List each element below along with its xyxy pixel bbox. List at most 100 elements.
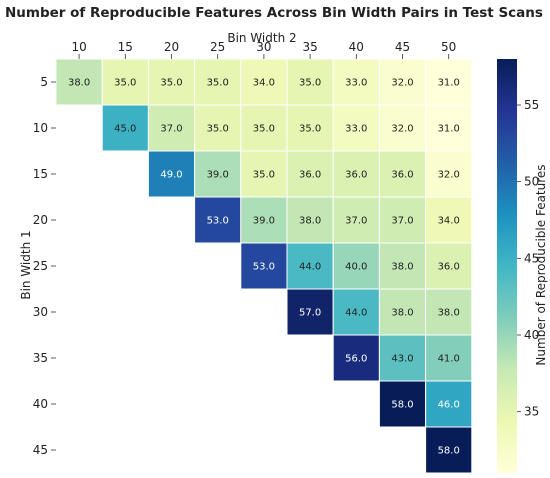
cell-value-label: 35.0: [160, 78, 182, 89]
cell-value-label: 38.0: [438, 308, 460, 319]
colorbar-tick-label: 35: [524, 405, 539, 419]
cell-value-label: 32.0: [438, 170, 460, 181]
x-tick-label: 35: [302, 40, 317, 54]
y-tick-label: 45: [33, 443, 48, 457]
cell-value-label: 36.0: [391, 170, 413, 181]
heatmap-cell: [147, 104, 196, 152]
y-tick-label: 5: [40, 75, 48, 89]
cell-value-label: 38.0: [299, 216, 321, 227]
heatmap-cell: [240, 242, 288, 290]
heatmap-cells: 38.0 35.0 35.0 35.0 34.0 35.0 33.0 32.0 31.0 45.0…: [55, 58, 473, 474]
heatmap-cell: [425, 380, 473, 428]
heatmap-cell: [55, 58, 103, 106]
heatmap-cell: [378, 380, 427, 428]
colorbar-tick-label: 45: [524, 251, 539, 265]
y-axis-label: Bin Width 1: [19, 230, 33, 299]
cell-value-label: 34.0: [438, 216, 460, 227]
heatmap-cell: [332, 196, 380, 244]
heatmap-cell: [378, 242, 427, 290]
cell-value-label: 32.0: [391, 78, 413, 89]
cell-value-label: 35.0: [207, 78, 229, 89]
cell-value-label: 40.0: [345, 262, 367, 273]
x-axis-label: Bin Width 2: [227, 31, 296, 45]
heatmap-cell: [425, 150, 473, 198]
heatmap-cell: [332, 150, 380, 198]
heatmap-cell: [425, 196, 473, 244]
x-tick-label: 45: [395, 40, 410, 54]
cell-value-label: 33.0: [345, 124, 367, 135]
y-tick-label: 35: [33, 351, 48, 365]
heatmap-cell: [194, 150, 242, 198]
heatmap-cell: [425, 426, 473, 474]
cell-value-label: 34.0: [253, 78, 275, 89]
x-tick-label: 20: [164, 40, 179, 54]
colorbar-tick-label: 55: [524, 98, 539, 112]
cell-value-label: 37.0: [160, 124, 182, 135]
colorbar-gradient: [497, 59, 517, 473]
cell-value-label: 53.0: [207, 216, 229, 227]
chart-title: Number of Reproducible Features Across B…: [5, 5, 543, 21]
heatmap-cell: [425, 334, 473, 382]
heatmap-cell: [147, 58, 196, 106]
cell-value-label: 44.0: [345, 308, 367, 319]
heatmap-cell: [147, 150, 196, 198]
heatmap-cell: [194, 104, 242, 152]
x-tick-label: 25: [210, 40, 225, 54]
heatmap-cell: [332, 334, 380, 382]
y-tick-label: 40: [33, 397, 48, 411]
x-tick-label: 10: [71, 40, 86, 54]
cell-value-label: 35.0: [114, 78, 136, 89]
cell-value-label: 46.0: [438, 400, 460, 411]
y-axis-ticks: 5 10 15 20 25 30 35 40 45: [33, 75, 56, 457]
y-tick-label: 30: [33, 305, 48, 319]
cell-value-label: 41.0: [438, 354, 460, 365]
heatmap-cell: [240, 104, 288, 152]
colorbar: 35 40 45 50 55: [497, 59, 539, 473]
heatmap-cell: [240, 150, 288, 198]
y-tick-label: 10: [33, 121, 48, 135]
x-tick-label: 50: [441, 40, 456, 54]
x-tick-label: 40: [349, 40, 364, 54]
cell-value-label: 38.0: [391, 308, 413, 319]
cell-value-label: 35.0: [299, 124, 321, 135]
cell-value-label: 39.0: [207, 170, 229, 181]
x-axis-ticks: 10 15 20 25 30 35 40 45 50: [71, 40, 456, 59]
cell-value-label: 32.0: [391, 124, 413, 135]
cell-value-label: 35.0: [299, 78, 321, 89]
x-tick-label: 30: [256, 40, 271, 54]
cell-value-label: 44.0: [299, 262, 321, 273]
cell-value-label: 36.0: [299, 170, 321, 181]
heatmap-cell: [425, 242, 473, 290]
colorbar-tick-label: 50: [524, 175, 539, 189]
cell-value-label: 37.0: [345, 216, 367, 227]
cell-value-label: 49.0: [160, 170, 182, 181]
x-tick-label: 15: [118, 40, 133, 54]
cell-value-label: 58.0: [391, 400, 413, 411]
y-tick-label: 15: [33, 167, 48, 181]
cell-value-label: 43.0: [391, 354, 413, 365]
cell-value-label: 35.0: [207, 124, 229, 135]
cell-value-label: 35.0: [253, 170, 275, 181]
cell-value-label: 33.0: [345, 78, 367, 89]
y-tick-label: 20: [33, 213, 48, 227]
cell-value-label: 36.0: [345, 170, 367, 181]
cell-value-label: 35.0: [253, 124, 275, 135]
cell-value-label: 36.0: [438, 262, 460, 273]
cell-value-label: 39.0: [253, 216, 275, 227]
heatmap-cell: [425, 58, 473, 106]
colorbar-label: Number of Reproducible Features: [534, 164, 548, 365]
cell-value-label: 38.0: [391, 262, 413, 273]
heatmap-cell: [378, 196, 427, 244]
heatmap-cell: [425, 288, 473, 336]
heatmap-cell: [378, 288, 427, 336]
cell-value-label: 38.0: [68, 78, 90, 89]
heatmap-cell: [332, 288, 380, 336]
cell-value-label: 31.0: [438, 124, 460, 135]
heatmap-cell: [240, 196, 288, 244]
cell-value-label: 45.0: [114, 124, 136, 135]
cell-value-label: 56.0: [345, 354, 367, 365]
y-tick-label: 25: [33, 259, 48, 273]
cell-value-label: 58.0: [438, 446, 460, 457]
colorbar-tick-label: 40: [524, 328, 539, 342]
